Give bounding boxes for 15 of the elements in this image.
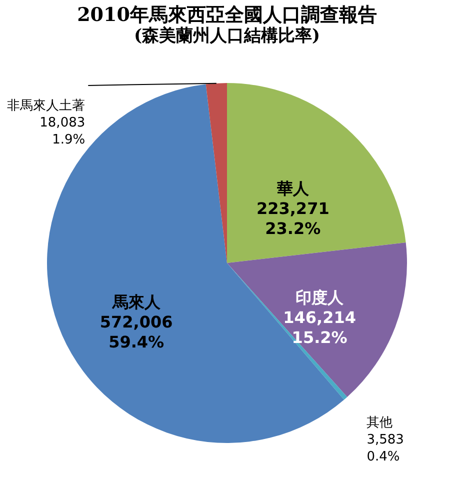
pie-slice (206, 83, 227, 263)
slice-label: 其他 (366, 415, 393, 430)
slice-label: 華人 (276, 179, 310, 198)
data-label: 18,083 1.9% (40, 115, 86, 148)
chart-title: 2010年馬來西亞全國人口調查報告 (77, 4, 377, 26)
pie-slice (227, 242, 407, 397)
data-label: 572,006 59.4% (100, 312, 173, 352)
slice-label: 印度人 (296, 288, 345, 308)
data-label: 146,214 15.2% (283, 308, 356, 348)
chart-subtitle: (森美蘭州人口結構比率) (134, 26, 320, 46)
data-label: 223,271 23.2% (256, 199, 330, 238)
slice-label: 馬來人 (111, 292, 162, 312)
pie-slice (227, 83, 406, 263)
slice-label: 非馬來人土著 (7, 98, 86, 114)
data-label: 3,583 0.4% (366, 432, 404, 464)
